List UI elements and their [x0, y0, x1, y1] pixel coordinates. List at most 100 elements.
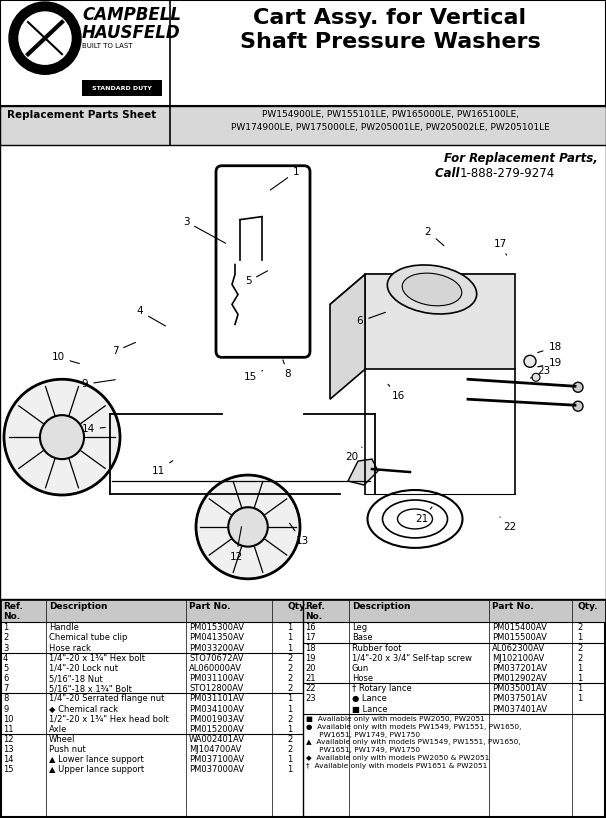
Text: Axle: Axle	[49, 725, 67, 734]
Text: 1: 1	[577, 694, 582, 703]
Text: MJ102100AV: MJ102100AV	[492, 654, 544, 663]
Text: 2: 2	[287, 674, 292, 683]
Text: 1/4"-20 Lock nut: 1/4"-20 Lock nut	[49, 664, 118, 673]
Circle shape	[4, 380, 120, 495]
Text: 1: 1	[577, 684, 582, 693]
Text: For Replacement Parts,: For Replacement Parts,	[444, 152, 598, 164]
Text: 2: 2	[287, 745, 292, 754]
Text: 6: 6	[3, 674, 8, 683]
Text: 1/4"-20 x 3/4" Self-tap screw: 1/4"-20 x 3/4" Self-tap screw	[352, 654, 472, 663]
Circle shape	[19, 12, 71, 64]
Text: Base: Base	[352, 633, 373, 642]
Text: ● Lance: ● Lance	[352, 694, 387, 703]
Text: Handle: Handle	[49, 623, 79, 632]
Text: 15: 15	[244, 371, 262, 382]
Text: ■  Available only with models PW2050, PW2051: ■ Available only with models PW2050, PW2…	[306, 717, 485, 722]
Text: Chemical tube clip: Chemical tube clip	[49, 633, 127, 642]
Text: PM034100AV: PM034100AV	[189, 704, 244, 713]
Text: 23: 23	[530, 366, 551, 378]
Text: 2: 2	[287, 654, 292, 663]
Text: MJ104700AV: MJ104700AV	[189, 745, 241, 754]
Text: Hose rack: Hose rack	[49, 644, 91, 653]
Text: Description: Description	[352, 602, 410, 611]
Text: 3: 3	[182, 217, 225, 243]
Text: 1: 1	[287, 633, 292, 642]
Text: 20: 20	[305, 664, 316, 673]
Text: 14: 14	[81, 425, 105, 434]
Text: STO12800AV: STO12800AV	[189, 684, 243, 693]
Text: 9: 9	[82, 380, 115, 389]
Text: 5: 5	[3, 664, 8, 673]
Text: Ref.
No.: Ref. No.	[3, 602, 23, 621]
Text: Rubber foot: Rubber foot	[352, 644, 402, 653]
Bar	[1, 600, 303, 622]
Text: 16: 16	[388, 384, 405, 401]
Text: 3: 3	[3, 644, 8, 653]
Text: 5: 5	[245, 271, 268, 286]
Text: 10: 10	[3, 715, 13, 724]
Text: 2: 2	[287, 715, 292, 724]
Text: 2: 2	[287, 684, 292, 693]
Text: 14: 14	[3, 755, 13, 764]
Text: Ref.
No.: Ref. No.	[305, 602, 325, 621]
Text: 22: 22	[500, 517, 517, 532]
Circle shape	[228, 507, 268, 546]
Text: Qty.: Qty.	[577, 602, 598, 611]
Text: 8: 8	[283, 360, 291, 380]
Text: 1: 1	[3, 623, 8, 632]
Polygon shape	[348, 459, 378, 485]
Text: PW1651, PW1749, PW1750: PW1651, PW1749, PW1750	[312, 732, 420, 738]
Text: 1/2"-20 x 1¾" Hex head bolt: 1/2"-20 x 1¾" Hex head bolt	[49, 715, 168, 724]
Text: Gun: Gun	[352, 664, 369, 673]
Text: PM037100AV: PM037100AV	[189, 755, 244, 764]
Text: 5/16"-18 x 1¾" Bolt: 5/16"-18 x 1¾" Bolt	[49, 684, 132, 693]
Text: ◆  Available only with models PW2050 & PW2051: ◆ Available only with models PW2050 & PW…	[306, 755, 490, 761]
Text: PM015200AV: PM015200AV	[189, 725, 244, 734]
Text: Part No.: Part No.	[189, 602, 231, 611]
Polygon shape	[365, 275, 515, 369]
Circle shape	[9, 2, 81, 74]
Text: 19: 19	[305, 654, 316, 663]
Text: Leg: Leg	[352, 623, 367, 632]
Text: 1: 1	[287, 623, 292, 632]
Text: 10: 10	[52, 353, 79, 363]
Text: PM031100AV: PM031100AV	[189, 674, 244, 683]
Text: 13: 13	[3, 745, 13, 754]
Text: PW1651, PW1749, PW1750: PW1651, PW1749, PW1750	[312, 748, 420, 753]
Text: STO70672AV: STO70672AV	[189, 654, 244, 663]
Text: PM037000AV: PM037000AV	[189, 766, 244, 775]
Text: 20: 20	[345, 447, 362, 462]
Text: 11: 11	[152, 461, 173, 476]
Text: 1: 1	[287, 694, 292, 703]
Text: WA002401AV: WA002401AV	[189, 735, 245, 744]
Text: 7: 7	[112, 343, 136, 357]
Text: PM015300AV: PM015300AV	[189, 623, 244, 632]
Polygon shape	[330, 275, 515, 304]
Text: PM037501AV: PM037501AV	[492, 694, 547, 703]
Text: 9: 9	[3, 704, 8, 713]
Text: Push nut: Push nut	[49, 745, 86, 754]
Text: 21: 21	[415, 507, 432, 524]
Text: 13: 13	[290, 524, 308, 546]
Text: 1: 1	[287, 704, 292, 713]
Text: 1: 1	[270, 167, 299, 190]
Text: Description: Description	[49, 602, 107, 611]
Text: † Rotary lance: † Rotary lance	[352, 684, 411, 693]
Text: ■ Lance: ■ Lance	[352, 704, 387, 713]
Text: 18: 18	[305, 644, 316, 653]
Text: 2: 2	[577, 623, 582, 632]
Ellipse shape	[402, 273, 462, 306]
Text: 19: 19	[538, 358, 562, 368]
Text: 16: 16	[305, 623, 316, 632]
Text: PM037201AV: PM037201AV	[492, 664, 547, 673]
Circle shape	[40, 416, 84, 459]
Text: Qty.: Qty.	[287, 602, 307, 611]
Text: 2: 2	[3, 633, 8, 642]
Text: 18: 18	[538, 343, 562, 353]
Text: 2: 2	[287, 735, 292, 744]
Text: 23: 23	[305, 694, 316, 703]
Text: 1/4"-20 x 1¾" Hex bolt: 1/4"-20 x 1¾" Hex bolt	[49, 654, 145, 663]
Text: 2: 2	[577, 644, 582, 653]
Circle shape	[196, 475, 300, 579]
Text: PM041350AV: PM041350AV	[189, 633, 244, 642]
